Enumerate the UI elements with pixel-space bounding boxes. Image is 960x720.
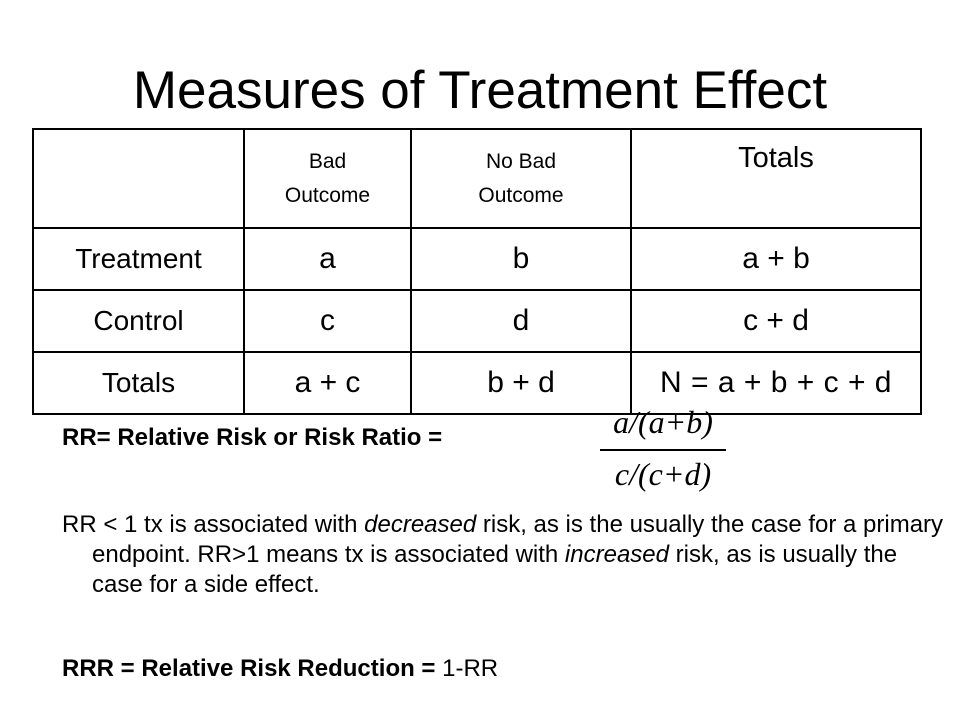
explanation-part2: risk, as is the usually the case for a p… [92, 511, 944, 568]
header-no-bad-outcome: No Bad Outcome [410, 128, 632, 229]
table-row-control: Control c d c + d [32, 289, 922, 353]
cell-treatment-bad: a [243, 227, 412, 291]
cell-totals-bad: a + c [243, 351, 412, 415]
rr-formula-numerator: a/(a+b) [613, 404, 713, 440]
cell-control-total: c + d [630, 289, 922, 353]
rrr-label: RRR = Relative Risk Reduction = [62, 655, 443, 682]
header-totals: Totals [630, 128, 922, 229]
rrr-definition: RRR = Relative Risk Reduction = 1-RR [62, 652, 498, 686]
explanation-part3: risk, as is usually the case for a side … [92, 541, 898, 598]
table-corner-cell [32, 128, 245, 229]
row-label-treatment: Treatment [32, 227, 245, 291]
cell-treatment-no-bad: b [410, 227, 632, 291]
header-bad-outcome: Bad Outcome [243, 128, 412, 229]
cell-totals-no-bad: b + d [410, 351, 632, 415]
rr-definition: RR= Relative Risk or Risk Ratio = [62, 424, 443, 451]
cell-control-no-bad: d [410, 289, 632, 353]
cell-grand-total: N = a + b + c + d [630, 351, 922, 415]
row-label-control: Control [32, 289, 245, 353]
explanation-emphasis-decreased: decreased [364, 511, 477, 538]
slide-title: Measures of Treatment Effect [132, 61, 828, 120]
header-no-bad-outcome-line1: No Bad [485, 149, 557, 173]
row-label-totals: Totals [32, 351, 245, 415]
header-no-bad-outcome-line2: Outcome [478, 183, 564, 207]
explanation-emphasis-increased: increased [564, 541, 669, 568]
explanation-part1: RR < 1 tx is associated with [62, 511, 365, 538]
cell-treatment-total: a + b [630, 227, 922, 291]
cell-control-bad: c [243, 289, 412, 353]
contingency-table: Bad Outcome No Bad Outcome Totals Treatm… [32, 128, 922, 415]
table-row-totals: Totals a + c b + d N = a + b + c + d [32, 351, 922, 415]
header-bad-outcome-line2: Outcome [284, 183, 371, 207]
rrr-value: 1-RR [442, 655, 499, 682]
rr-formula-denominator: c/(c+d) [614, 456, 712, 492]
table-row-treatment: Treatment a b a + b [32, 227, 922, 291]
rr-explanation: RR < 1 tx is associated with decreased r… [62, 510, 952, 600]
rr-formula: a/(a+b) c/(c+d) [596, 398, 730, 502]
table-header-row: Bad Outcome No Bad Outcome Totals [32, 128, 922, 229]
header-bad-outcome-line1: Bad [308, 149, 347, 173]
rr-formula-fraction-bar [600, 449, 726, 451]
